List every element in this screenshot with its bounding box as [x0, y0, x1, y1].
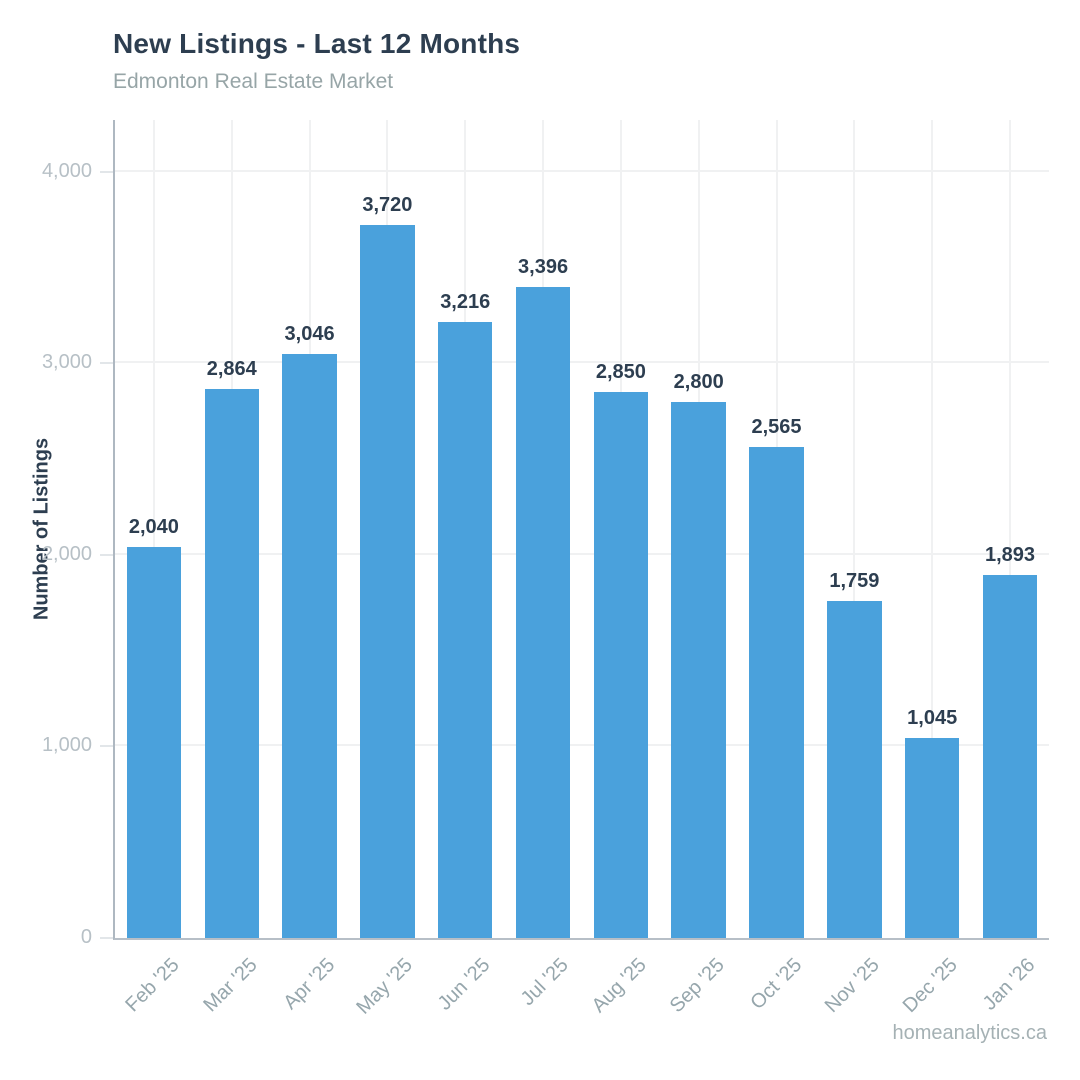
- x-gridline: [152, 120, 155, 938]
- bar: [827, 601, 882, 938]
- bar: [982, 575, 1038, 938]
- bar-value-label: 2,864: [206, 358, 257, 381]
- bar-value-label: 2,850: [595, 361, 646, 384]
- x-tick-label: May '25: [352, 954, 417, 1019]
- y-tick-label: 2,000: [41, 542, 92, 565]
- x-tick-label: Jan '26: [978, 954, 1040, 1015]
- bar: [360, 225, 415, 938]
- x-tick-label: Sep '25: [665, 954, 729, 1018]
- bar-value-label: 2,040: [128, 516, 179, 539]
- chart-subtitle: Edmonton Real Estate Market: [113, 70, 394, 93]
- y-gridline: [115, 169, 1049, 172]
- x-tick-label: Jul '25: [516, 954, 573, 1010]
- bar: [593, 392, 649, 938]
- x-gridline: [1009, 120, 1012, 938]
- bar-cell: 3,396: [504, 120, 582, 938]
- y-axis-title: Number of Listings: [30, 437, 53, 621]
- bar-value-label: 3,720: [362, 194, 413, 217]
- bar-cell: 2,864: [193, 120, 271, 938]
- footer-brand: homeanalytics.ca: [892, 1022, 1047, 1044]
- bar-value-label: 3,216: [440, 290, 491, 313]
- bar-cell: 1,759: [815, 120, 893, 938]
- bar-value-label: 1,893: [984, 544, 1036, 567]
- bar-cell: 1,045: [893, 120, 971, 938]
- bar-value-label: 3,396: [518, 256, 569, 279]
- x-tick-label: Apr '25: [279, 954, 340, 1014]
- y-gridline: [115, 361, 1049, 364]
- bar-value-label: 2,565: [751, 415, 802, 438]
- y-tick-mark: [100, 362, 113, 365]
- bar-value-label: 2,800: [673, 370, 724, 393]
- x-tick-label: Jun '25: [434, 954, 495, 1015]
- y-gridline: [115, 552, 1049, 555]
- y-tick-label: 0: [80, 926, 92, 948]
- bar: [671, 401, 726, 938]
- bar-cell: 2,040: [115, 120, 193, 938]
- x-gridline: [931, 120, 934, 938]
- bar-value-label: 1,759: [829, 570, 880, 593]
- bar-cell: 1,893: [971, 120, 1049, 938]
- bar-cell: 2,850: [582, 120, 660, 938]
- y-tick-label: 3,000: [41, 351, 92, 374]
- x-tick-label: Nov '25: [820, 954, 884, 1018]
- x-tick-label: Aug '25: [587, 954, 651, 1018]
- bar: [204, 389, 259, 938]
- bar: [904, 737, 960, 938]
- bar-cell: 2,565: [738, 120, 816, 938]
- bar-value-label: 3,046: [284, 323, 335, 346]
- bar: [126, 547, 182, 938]
- bar-cell: 3,046: [271, 120, 349, 938]
- bar-cell: 2,800: [660, 120, 738, 938]
- bar: [437, 321, 493, 938]
- y-tick-label: 1,000: [41, 734, 92, 757]
- y-tick-mark: [100, 745, 113, 748]
- bar: [749, 446, 804, 938]
- bar-value-label: 1,045: [907, 706, 958, 729]
- y-gridline: [115, 744, 1049, 747]
- y-tick-label: 4,000: [41, 159, 92, 182]
- bar-cell: 3,720: [348, 120, 426, 938]
- x-tick-label: Mar '25: [199, 954, 262, 1017]
- y-tick-mark: [100, 937, 113, 939]
- y-tick-mark: [100, 553, 113, 556]
- bar-cell: 3,216: [426, 120, 504, 938]
- y-tick-mark: [100, 170, 113, 173]
- x-tick-label: Dec '25: [898, 954, 962, 1018]
- bar: [515, 287, 571, 938]
- bar-series: 2,040 2,864 3,046 3,720 3,216 3,396 2,850 2,800…: [115, 120, 1049, 938]
- plot-area: 2,040 2,864 3,046 3,720 3,216 3,396 2,850 2,800…: [113, 120, 1049, 940]
- x-tick-label: Feb '25: [121, 954, 184, 1017]
- x-gridline: [853, 120, 856, 938]
- bar: [282, 354, 337, 938]
- chart-title: New Listings - Last 12 Months: [113, 28, 521, 59]
- x-tick-label: Oct '25: [746, 954, 807, 1014]
